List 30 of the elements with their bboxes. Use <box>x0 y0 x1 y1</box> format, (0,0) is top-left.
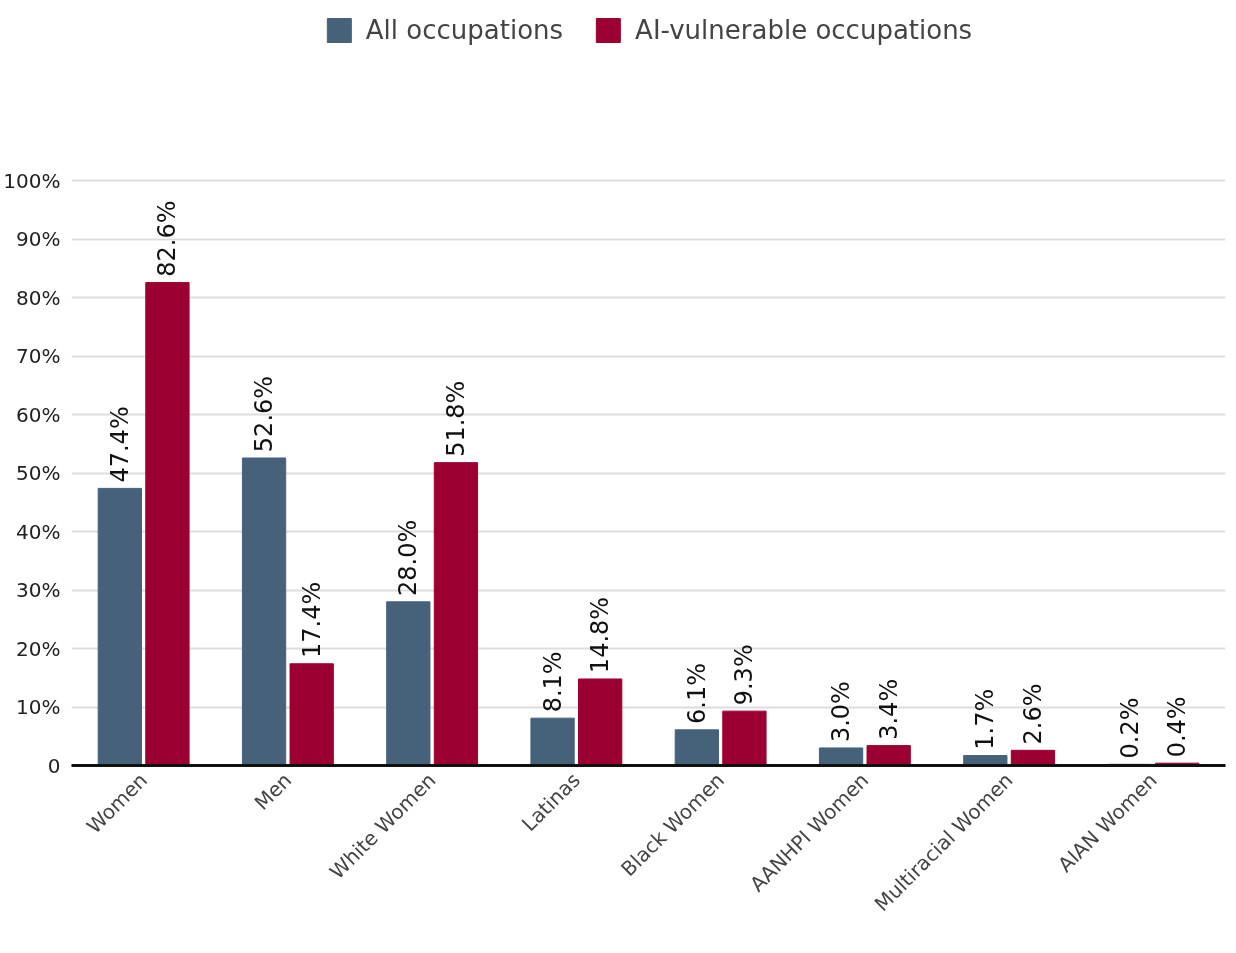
data-label: 0.4% <box>1163 696 1192 758</box>
data-label: 8.1% <box>538 651 567 713</box>
y-tick-label: 50% <box>16 461 61 486</box>
legend-label: All occupations <box>365 15 564 45</box>
y-tick-label: 10% <box>16 695 61 720</box>
data-label: 0.2% <box>1115 697 1144 759</box>
data-label: 2.6% <box>1018 683 1047 745</box>
y-tick-label: 60% <box>16 402 61 427</box>
y-tick-label: 90% <box>16 227 61 252</box>
legend-label: AI-vulnerable occupations <box>635 15 973 45</box>
x-tick-label: Men <box>249 768 297 815</box>
data-label: 14.8% <box>586 596 615 674</box>
data-label: 1.7% <box>971 688 1000 750</box>
data-label: 3.0% <box>827 681 856 743</box>
y-tick-label: 80% <box>16 285 61 310</box>
data-label: 3.4% <box>874 678 903 740</box>
y-tick-label: 0 <box>47 753 61 778</box>
y-tick-label: 70% <box>16 344 61 369</box>
data-label: 47.4% <box>105 406 134 483</box>
data-label: 28.0% <box>394 519 423 596</box>
data-label: 51.8% <box>441 380 470 457</box>
y-tick-label: 20% <box>16 636 61 661</box>
data-label: 6.1% <box>682 663 711 724</box>
y-tick-label: 30% <box>16 578 61 603</box>
data-label: 17.4% <box>297 581 326 658</box>
y-tick-label: 100% <box>3 168 61 193</box>
data-label: 52.6% <box>250 375 279 453</box>
data-label: 9.3% <box>730 644 759 706</box>
data-label: 82.6% <box>153 200 182 277</box>
y-tick-label: 40% <box>16 519 61 544</box>
